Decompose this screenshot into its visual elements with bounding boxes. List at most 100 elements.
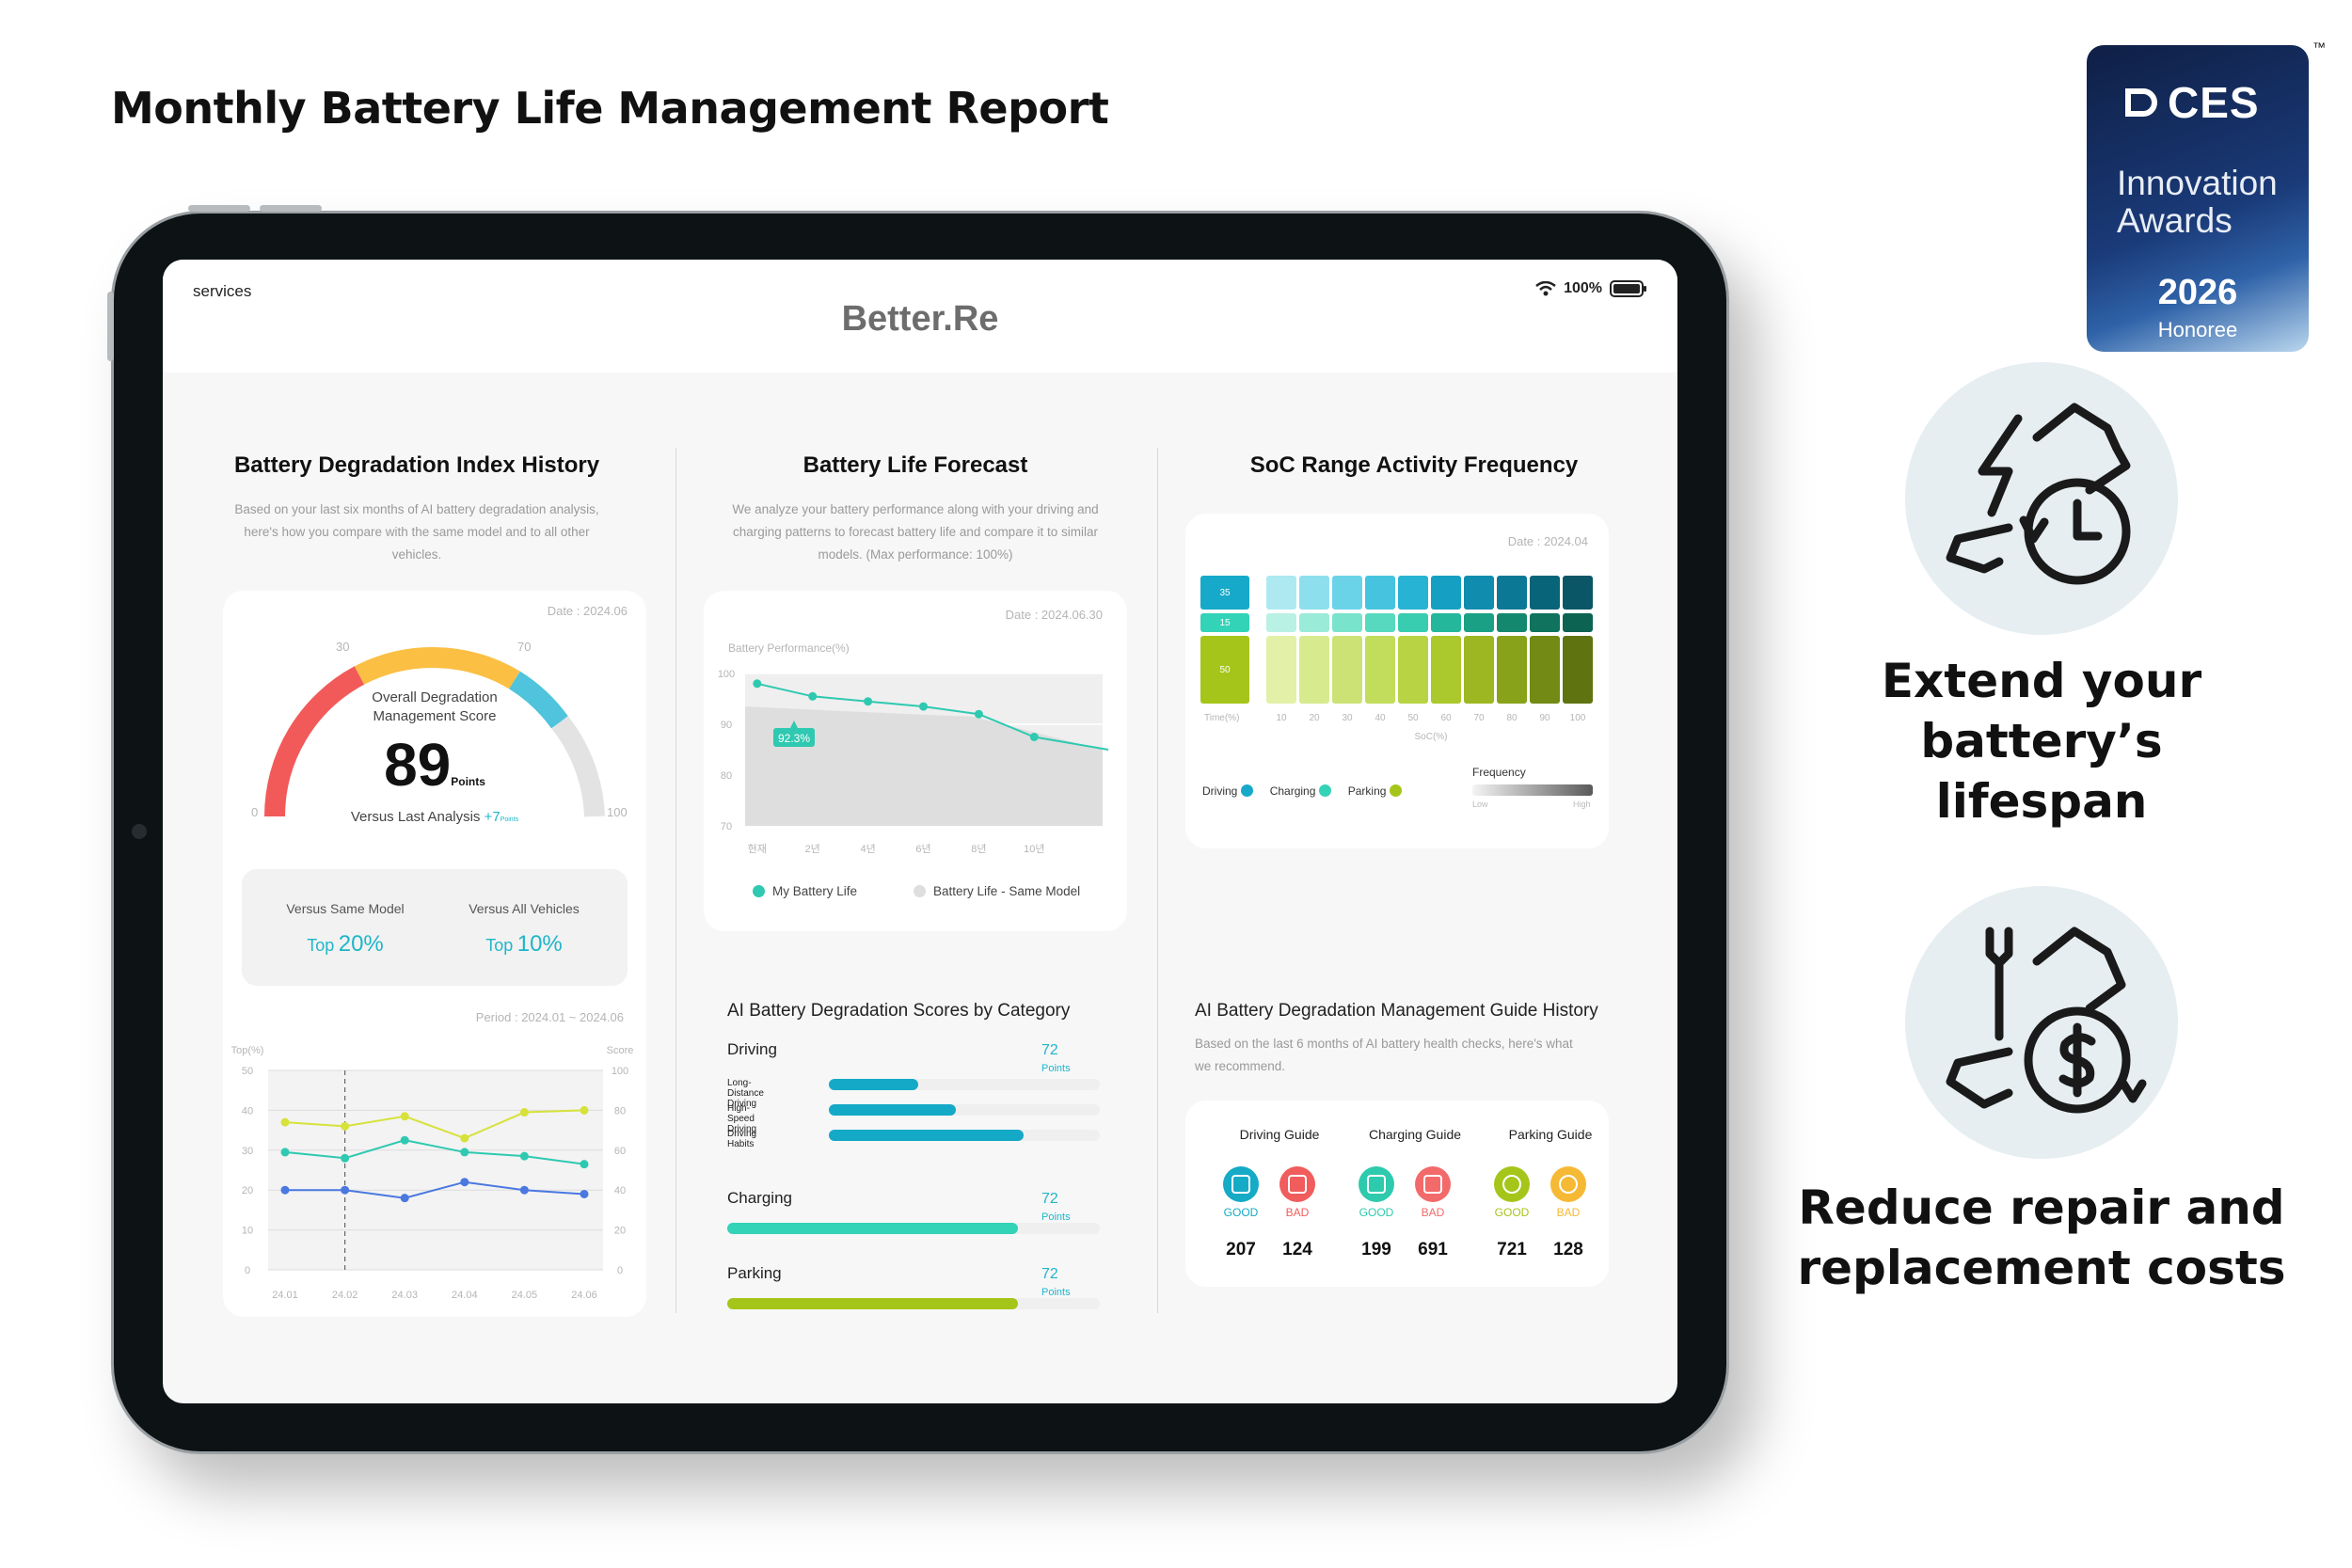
driving-sub-bar (829, 1104, 956, 1116)
wifi-icon (1535, 281, 1556, 296)
history-point (400, 1194, 409, 1203)
tablet-side-button (188, 205, 250, 212)
versus-last-label: Versus Last Analysis (350, 809, 481, 825)
frequency-label: Frequency (1472, 766, 1526, 779)
history-series-line (284, 1139, 585, 1165)
history-right-axis-label: Score (607, 1045, 634, 1056)
forecast-card: Date : 2024.06.30 Battery Performance(%)… (704, 591, 1127, 931)
forecast-y-tick: 80 (721, 770, 732, 782)
legend-dot (914, 885, 927, 897)
guide-title: AI Battery Degradation Management Guide … (1195, 1001, 1598, 1021)
guide-bad-label: BAD (1285, 1206, 1310, 1219)
compare-all-number: 10% (516, 931, 563, 957)
forecast-x-tick: 6년 (915, 843, 930, 855)
category-label: Parking (727, 1264, 782, 1282)
column-divider (675, 448, 676, 1313)
forecast-same-model-area (745, 706, 1103, 826)
feature-title-line: Reduce repair and (1798, 1180, 2285, 1235)
category-points: 72 Points (1041, 1191, 1071, 1225)
badge-tm: ™ (2312, 40, 2326, 55)
guide-glyph (1232, 1175, 1250, 1194)
soc-x-tick: 100 (1569, 713, 1586, 723)
history-point (400, 1135, 409, 1145)
history-x-tick: 24.06 (571, 1290, 597, 1301)
badge-line1: Innovation (2117, 164, 2278, 202)
forecast-point (753, 679, 762, 689)
legend-same-model: Battery Life - Same Model (914, 884, 1080, 898)
legend-label: Charging (1269, 784, 1316, 798)
versus-last-unit: Points (500, 816, 519, 823)
soc-cell (1365, 636, 1395, 704)
soc-cell (1332, 576, 1362, 610)
degradation-card: Date : 2024.06 0 30 70 100 Overall Degra… (223, 591, 646, 1317)
ces-innovation-awards-badge: CES Innovation Awards 2026 Honoree (2087, 45, 2309, 352)
history-point (580, 1189, 589, 1198)
forecast-y-tick: 90 (721, 720, 732, 731)
history-left-tick: 0 (245, 1265, 250, 1276)
history-x-tick: 24.04 (452, 1290, 478, 1301)
app-screen: services Better.Re 100% Battery Degradat… (163, 260, 1677, 1403)
history-period: Period : 2024.01 ~ 2024.06 (475, 1010, 624, 1024)
legend-label: Driving (1202, 784, 1238, 798)
column-divider (1157, 448, 1158, 1313)
soc-cell (1563, 636, 1593, 704)
degradation-date: Date : 2024.06 (547, 604, 628, 618)
gauge-label-line: Management Score (373, 708, 497, 724)
desc-line: charging patterns to forecast battery li… (733, 525, 1098, 539)
guide-good-count: 199 (1361, 1240, 1391, 1259)
desc-line: Based on your last six months of AI batt… (234, 502, 599, 516)
history-point (280, 1117, 290, 1127)
legend-my-battery: My Battery Life (753, 884, 857, 898)
history-left-tick: 30 (242, 1146, 253, 1157)
degradation-desc: Based on your last six months of AI batt… (200, 499, 633, 566)
gauge-segment-cyan (508, 671, 568, 729)
gauge-score: 89Points (223, 730, 646, 800)
history-left-tick: 50 (242, 1066, 253, 1077)
history-x-tick: 24.05 (512, 1290, 538, 1301)
history-right-tick: 100 (612, 1066, 628, 1077)
soc-cell (1266, 613, 1296, 632)
history-point (519, 1151, 529, 1161)
history-x-tick: 24.02 (332, 1290, 358, 1301)
legend-driving: Driving (1202, 784, 1253, 798)
compare-same-value: Top 20% (242, 931, 449, 958)
forecast-point (974, 709, 983, 719)
guide-good-label: GOOD (1223, 1206, 1259, 1219)
history-x-tick: 24.03 (391, 1290, 418, 1301)
category-points-value: 72 (1041, 1042, 1058, 1058)
history-chart: Top(%) Score 50 100 40 80 30 60 20 40 10 20 0 0 24.01 2… (231, 1045, 634, 1301)
guide-glyph (1367, 1175, 1386, 1194)
services-label[interactable]: services (193, 282, 252, 300)
feature-title-extend: Extend your battery’s lifespan (1816, 651, 2267, 832)
soc-x-head: Time(%) (1204, 713, 1240, 723)
history-right-tick: 20 (614, 1226, 626, 1237)
category-label: Charging (727, 1189, 792, 1207)
compare-box: Versus Same Model Top 20% Versus All Veh… (242, 869, 628, 986)
soc-x-tick: 40 (1375, 713, 1386, 723)
frequency-low: Low (1472, 800, 1488, 809)
guide-bad-icon (1550, 1166, 1586, 1202)
guide-card: Driving Guide GOOD 207 BAD 124 Charging Guide… (1185, 1101, 1609, 1287)
gauge-score-unit: Points (451, 775, 485, 788)
category-label: Driving (727, 1040, 777, 1058)
guide-bad-count: 128 (1553, 1240, 1583, 1259)
compare-all-value: Top 10% (421, 931, 628, 958)
category-points-unit: Points (1041, 1212, 1071, 1223)
soc-date: Date : 2024.04 (1507, 534, 1588, 548)
legend-label: My Battery Life (772, 884, 858, 898)
history-right-tick: 0 (617, 1265, 623, 1276)
soc-row-label: 50 (1200, 636, 1249, 704)
driving-sub-label: Long-Distance Driving (727, 1078, 764, 1109)
soc-cell (1332, 636, 1362, 704)
soc-cell (1497, 576, 1527, 610)
history-point (341, 1121, 350, 1131)
forecast-point (808, 691, 818, 701)
soc-x-tick: 70 (1473, 713, 1485, 723)
history-right-tick: 60 (614, 1146, 626, 1157)
guide-bad-count: 691 (1418, 1240, 1448, 1259)
frequency-gradient (1472, 784, 1593, 796)
category-points-unit: Points (1041, 1287, 1071, 1298)
forecast-point (1029, 733, 1039, 741)
badge-line2: Awards (2117, 201, 2233, 240)
soc-row-label: 15 (1200, 613, 1249, 632)
